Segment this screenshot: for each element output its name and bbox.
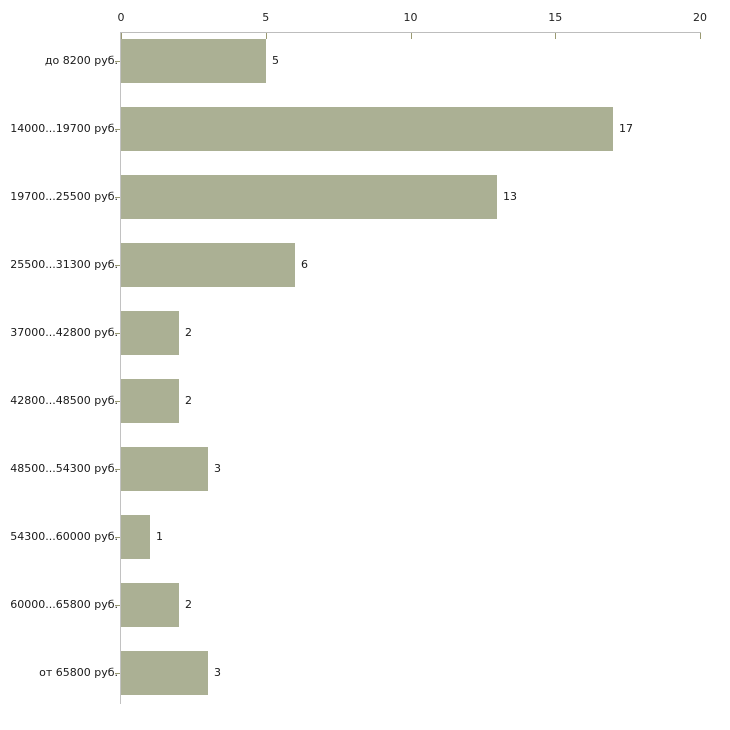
- bar[interactable]: [121, 515, 150, 559]
- x-axis-tick: [700, 33, 701, 39]
- category-label: до 8200 руб.: [44, 54, 118, 67]
- bar-value-label: 2: [185, 326, 192, 339]
- bar-value-label: 17: [619, 122, 633, 135]
- category-label: 37000...42800 руб.: [10, 326, 118, 339]
- bar-value-label: 3: [214, 666, 221, 679]
- y-axis-tick: [115, 129, 120, 130]
- y-axis-tick: [115, 401, 120, 402]
- bar[interactable]: [121, 243, 295, 287]
- category-label: от 65800 руб.: [39, 666, 118, 679]
- bar[interactable]: [121, 311, 179, 355]
- category-label: 25500...31300 руб.: [10, 258, 118, 271]
- category-label: 19700...25500 руб.: [10, 190, 118, 203]
- category-label: 60000...65800 руб.: [10, 598, 118, 611]
- y-axis-tick: [115, 673, 120, 674]
- x-axis-tick-label: 10: [403, 11, 418, 24]
- y-axis-tick: [115, 469, 120, 470]
- y-axis-tick: [115, 605, 120, 606]
- y-axis-tick: [115, 265, 120, 266]
- y-axis-tick: [115, 61, 120, 62]
- x-axis-tick-label: 20: [693, 11, 707, 24]
- y-axis-tick: [115, 537, 120, 538]
- bar-value-label: 13: [503, 190, 517, 203]
- bar-value-label: 3: [214, 462, 221, 475]
- bar[interactable]: [121, 107, 613, 151]
- y-axis-line: [120, 32, 121, 704]
- category-label: 54300...60000 руб.: [10, 530, 118, 543]
- y-axis-tick: [115, 333, 120, 334]
- bar[interactable]: [121, 447, 208, 491]
- bar[interactable]: [121, 39, 266, 83]
- bar[interactable]: [121, 651, 208, 695]
- category-label: 14000...19700 руб.: [10, 122, 118, 135]
- x-axis-tick: [555, 33, 557, 39]
- bar-value-label: 2: [185, 598, 192, 611]
- bar-value-label: 2: [185, 394, 192, 407]
- x-axis-tick: [121, 33, 122, 39]
- x-axis-line: [121, 32, 701, 33]
- x-axis-tick-label: 0: [117, 11, 125, 24]
- bar[interactable]: [121, 175, 497, 219]
- category-label: 48500...54300 руб.: [10, 462, 118, 475]
- bar-value-label: 5: [272, 54, 279, 67]
- bar-value-label: 1: [156, 530, 163, 543]
- x-axis-tick-label: 15: [548, 11, 563, 24]
- x-axis-tick: [265, 33, 267, 39]
- bar[interactable]: [121, 379, 179, 423]
- bar[interactable]: [121, 583, 179, 627]
- y-axis-tick: [115, 197, 120, 198]
- bar-value-label: 6: [301, 258, 308, 271]
- x-axis-tick-label: 5: [262, 11, 270, 24]
- category-label: 42800...48500 руб.: [10, 394, 118, 407]
- x-axis-tick: [410, 33, 412, 39]
